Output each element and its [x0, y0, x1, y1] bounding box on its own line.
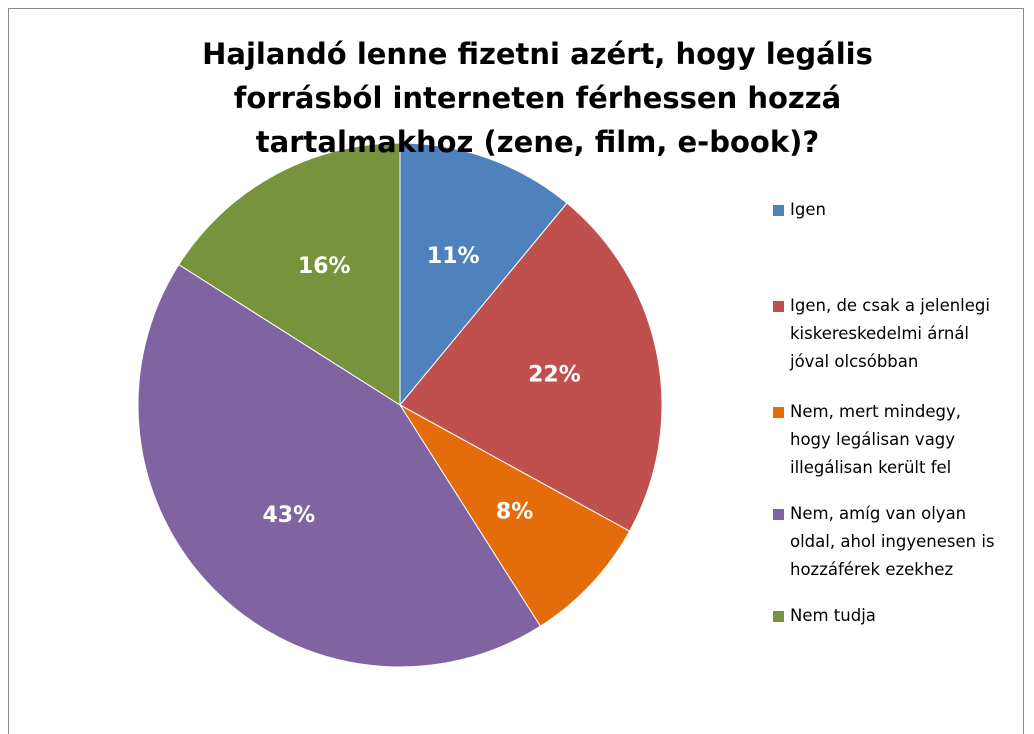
- legend-label: Nem, amíg van olyan oldal, ahol ingyenes…: [790, 504, 995, 579]
- pie-slice: [399, 142, 568, 407]
- chart-frame: [8, 8, 1024, 734]
- data-label: 11%: [427, 244, 480, 269]
- data-label: 16%: [298, 254, 351, 279]
- legend-label: Igen: [790, 200, 826, 219]
- pie-slice: [399, 404, 631, 627]
- legend-swatch: [773, 407, 784, 418]
- data-label: 43%: [263, 503, 316, 528]
- legend-label: Igen, de csak a jelenlegi kiskereskedelm…: [790, 296, 990, 371]
- legend-item: Igen: [773, 196, 1003, 224]
- legend-swatch: [773, 509, 784, 520]
- legend-item: Igen, de csak a jelenlegi kiskereskedelm…: [773, 292, 1003, 376]
- legend-swatch: [773, 611, 784, 622]
- pie-slice: [178, 142, 401, 406]
- data-label: 22%: [528, 363, 581, 388]
- legend-swatch: [773, 205, 784, 216]
- data-label: 8%: [496, 500, 533, 525]
- legend-swatch: [773, 301, 784, 312]
- legend-label: Nem tudja: [790, 606, 876, 625]
- pie-slice: [137, 263, 542, 668]
- pie-slice: [399, 202, 663, 532]
- legend-item: Nem tudja: [773, 602, 1003, 630]
- legend-item: Nem, amíg van olyan oldal, ahol ingyenes…: [773, 500, 1003, 584]
- legend-item: Nem, mert mindegy, hogy legálisan vagy i…: [773, 398, 1003, 482]
- legend-label: Nem, mert mindegy, hogy legálisan vagy i…: [790, 402, 962, 477]
- chart-title: Hajlandó lenne fizetni azért, hogy legál…: [202, 37, 873, 159]
